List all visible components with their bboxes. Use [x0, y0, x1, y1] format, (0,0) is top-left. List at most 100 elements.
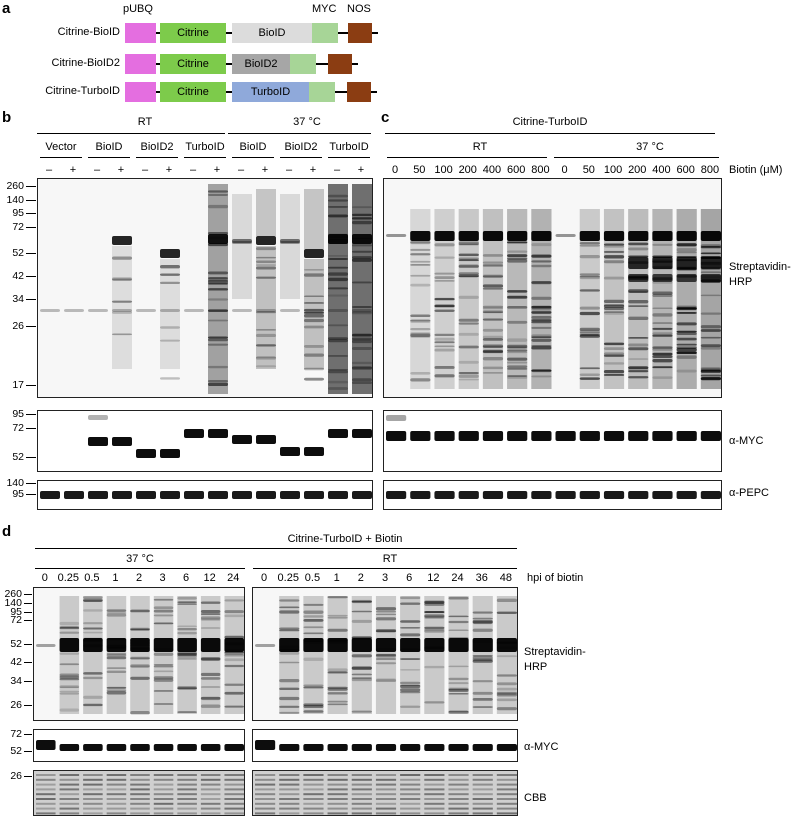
protein-band: [400, 627, 421, 629]
mw-marker: 72: [10, 614, 22, 626]
panel-d-37-myc-blot: [33, 729, 245, 762]
protein-band: [106, 689, 127, 692]
protein-band: [434, 366, 455, 369]
mw-marker: 140: [6, 194, 24, 206]
protein-band: [106, 656, 127, 660]
protein-band: [628, 291, 649, 293]
lane-smear: [303, 596, 324, 714]
protein-band: [386, 415, 407, 421]
protein-band: [327, 596, 348, 599]
protein-band: [256, 310, 276, 313]
protein-band: [531, 311, 552, 314]
protein-band: [400, 688, 421, 692]
protein-band: [700, 431, 721, 441]
mw-tick: [26, 227, 36, 228]
protein-band: [208, 277, 228, 279]
protein-band: [507, 254, 528, 257]
protein-band: [177, 686, 197, 690]
stained-band: [36, 802, 56, 805]
biotin-concentration: 50: [582, 164, 595, 176]
protein-band: [628, 305, 649, 308]
protein-band: [603, 431, 625, 441]
protein-band: [224, 651, 244, 654]
lane-smear: [130, 596, 150, 714]
protein-band: [482, 350, 504, 354]
pubq-box: [125, 23, 156, 43]
protein-band: [482, 275, 504, 278]
mw-marker: 140: [4, 597, 22, 609]
protein-band: [112, 333, 132, 336]
protein-band: [700, 344, 721, 348]
protein-band: [652, 231, 673, 241]
protein-band: [507, 241, 528, 244]
protein-band: [160, 281, 180, 285]
stained-band: [59, 793, 80, 796]
protein-band: [652, 334, 673, 337]
stained-band: [153, 812, 174, 815]
protein-band: [579, 273, 600, 276]
protein-band: [424, 614, 445, 618]
protein-band: [531, 326, 552, 329]
protein-band: [303, 684, 324, 687]
protein-band: [280, 309, 300, 312]
timepoint-37: 0.5: [84, 572, 100, 584]
protein-band: [224, 658, 244, 662]
protein-band: [531, 491, 552, 499]
protein-band: [304, 311, 324, 314]
protein-band: [256, 344, 276, 347]
protein-band: [40, 491, 60, 499]
protein-band: [224, 648, 244, 651]
protein-band: [59, 677, 80, 681]
protein-band: [603, 231, 625, 241]
stained-band: [424, 812, 445, 815]
stained-band: [224, 774, 244, 776]
protein-band: [496, 641, 517, 644]
protein-band: [327, 700, 348, 703]
stained-band: [130, 812, 150, 815]
stained-band: [496, 793, 517, 796]
protein-band: [652, 376, 673, 379]
stained-band: [130, 788, 150, 791]
protein-band: [177, 638, 197, 652]
protein-band: [496, 638, 517, 652]
protein-band: [496, 691, 517, 695]
protein-band: [352, 339, 372, 344]
stained-band: [177, 783, 197, 786]
protein-band: [603, 306, 625, 311]
protein-band: [351, 654, 372, 658]
stained-band: [327, 807, 348, 810]
mw-marker: 52: [10, 638, 22, 650]
protein-band: [482, 307, 504, 310]
protein-band: [700, 346, 721, 350]
protein-band: [279, 744, 300, 751]
mw-marker: 26: [12, 320, 24, 332]
panel-c-pepc-blot: [383, 480, 722, 510]
protein-band: [424, 628, 445, 631]
protein-band: [628, 367, 649, 372]
stained-band: [177, 802, 197, 805]
lane-smear: [153, 596, 174, 714]
protein-band: [106, 652, 127, 656]
stained-band: [255, 802, 276, 805]
protein-band: [208, 190, 228, 193]
biotin-ligase-box: TurboID: [232, 82, 309, 102]
mw-marker: 72: [10, 728, 22, 740]
protein-band: [676, 491, 697, 499]
protein-band: [458, 360, 479, 364]
protein-band: [507, 375, 528, 377]
protein-band: [448, 596, 469, 600]
protein-band: [603, 276, 625, 280]
protein-band: [83, 638, 103, 652]
protein-band: [676, 311, 697, 314]
protein-band: [280, 491, 300, 499]
lane-smear: [59, 596, 80, 714]
protein-band: [59, 638, 80, 652]
protein-band: [351, 666, 372, 670]
protein-band: [304, 447, 324, 456]
panel-c-rt-bracket: [387, 157, 547, 158]
protein-band: [434, 333, 455, 336]
panel-b-pepc-image: [40, 491, 372, 499]
protein-band: [375, 679, 397, 682]
protein-band: [59, 692, 80, 695]
protein-band: [208, 338, 228, 342]
